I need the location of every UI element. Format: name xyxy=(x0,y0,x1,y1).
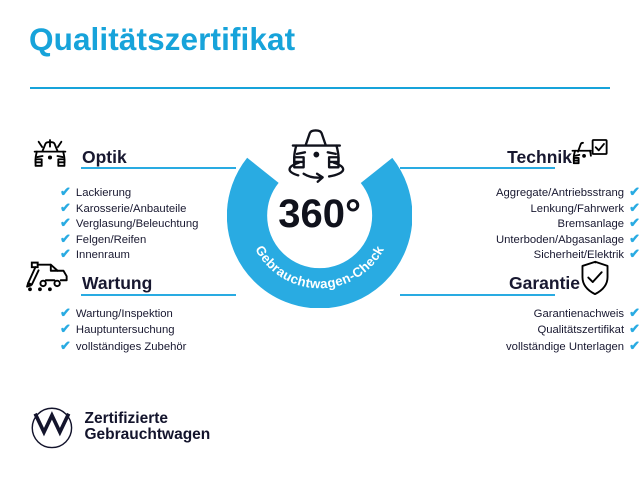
svg-text:360°: 360° xyxy=(278,192,361,236)
